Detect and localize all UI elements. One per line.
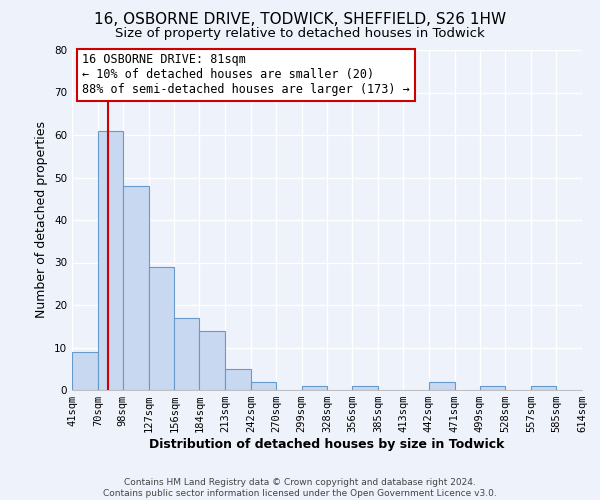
X-axis label: Distribution of detached houses by size in Todwick: Distribution of detached houses by size … [149, 438, 505, 451]
Bar [531, 386, 556, 390]
Text: 16, OSBORNE DRIVE, TODWICK, SHEFFIELD, S26 1HW: 16, OSBORNE DRIVE, TODWICK, SHEFFIELD, S… [94, 12, 506, 28]
Text: Size of property relative to detached houses in Todwick: Size of property relative to detached ho… [115, 28, 485, 40]
Bar [251, 382, 276, 390]
Bar [302, 386, 328, 390]
Bar [123, 186, 149, 390]
Bar [98, 130, 123, 390]
Bar [225, 369, 251, 390]
Bar [199, 330, 225, 390]
Bar [352, 386, 378, 390]
Bar [149, 267, 175, 390]
Bar [429, 382, 455, 390]
Text: 16 OSBORNE DRIVE: 81sqm
← 10% of detached houses are smaller (20)
88% of semi-de: 16 OSBORNE DRIVE: 81sqm ← 10% of detache… [82, 54, 410, 96]
Bar [175, 318, 199, 390]
Bar [72, 352, 98, 390]
Y-axis label: Number of detached properties: Number of detached properties [35, 122, 49, 318]
Bar [479, 386, 505, 390]
Text: Contains HM Land Registry data © Crown copyright and database right 2024.
Contai: Contains HM Land Registry data © Crown c… [103, 478, 497, 498]
